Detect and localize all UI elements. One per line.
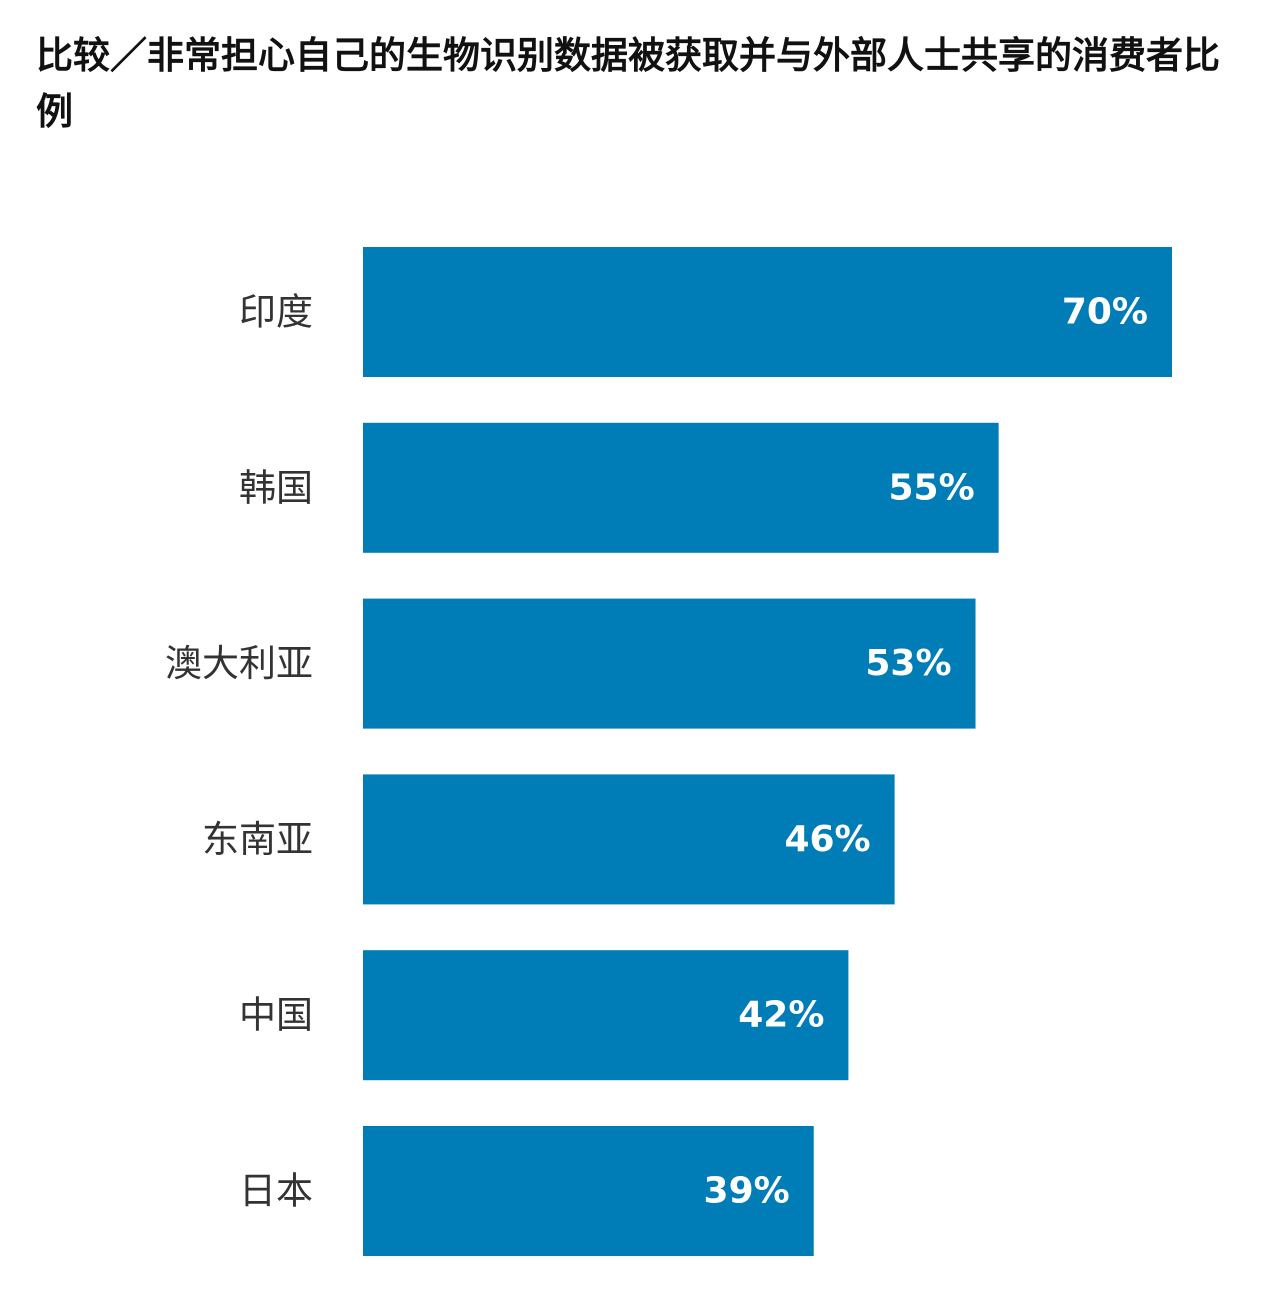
bar-4 [363, 950, 849, 1081]
value-label-2: 53% [865, 643, 951, 684]
value-label-1: 55% [888, 467, 974, 508]
category-label-1: 韩国 [239, 466, 313, 509]
category-label-3: 东南亚 [202, 818, 313, 861]
bar-0 [363, 247, 1172, 377]
bar-2 [363, 598, 976, 729]
value-label-5: 39% [704, 1171, 790, 1212]
category-label-5: 日本 [239, 1170, 313, 1213]
value-label-3: 46% [784, 819, 870, 860]
category-label-2: 澳大利亚 [165, 642, 313, 685]
chart-title: 比较／非常担心自己的生物识别数据被获取并与外部人士共享的消费者比例 [36, 34, 1220, 133]
bar-3 [363, 774, 895, 905]
category-label-4: 中国 [239, 994, 313, 1037]
bar-1 [363, 422, 999, 553]
category-label-0: 印度 [239, 291, 313, 334]
value-label-0: 70% [1062, 292, 1148, 333]
bar-5 [363, 1126, 814, 1256]
value-label-4: 42% [738, 995, 824, 1036]
